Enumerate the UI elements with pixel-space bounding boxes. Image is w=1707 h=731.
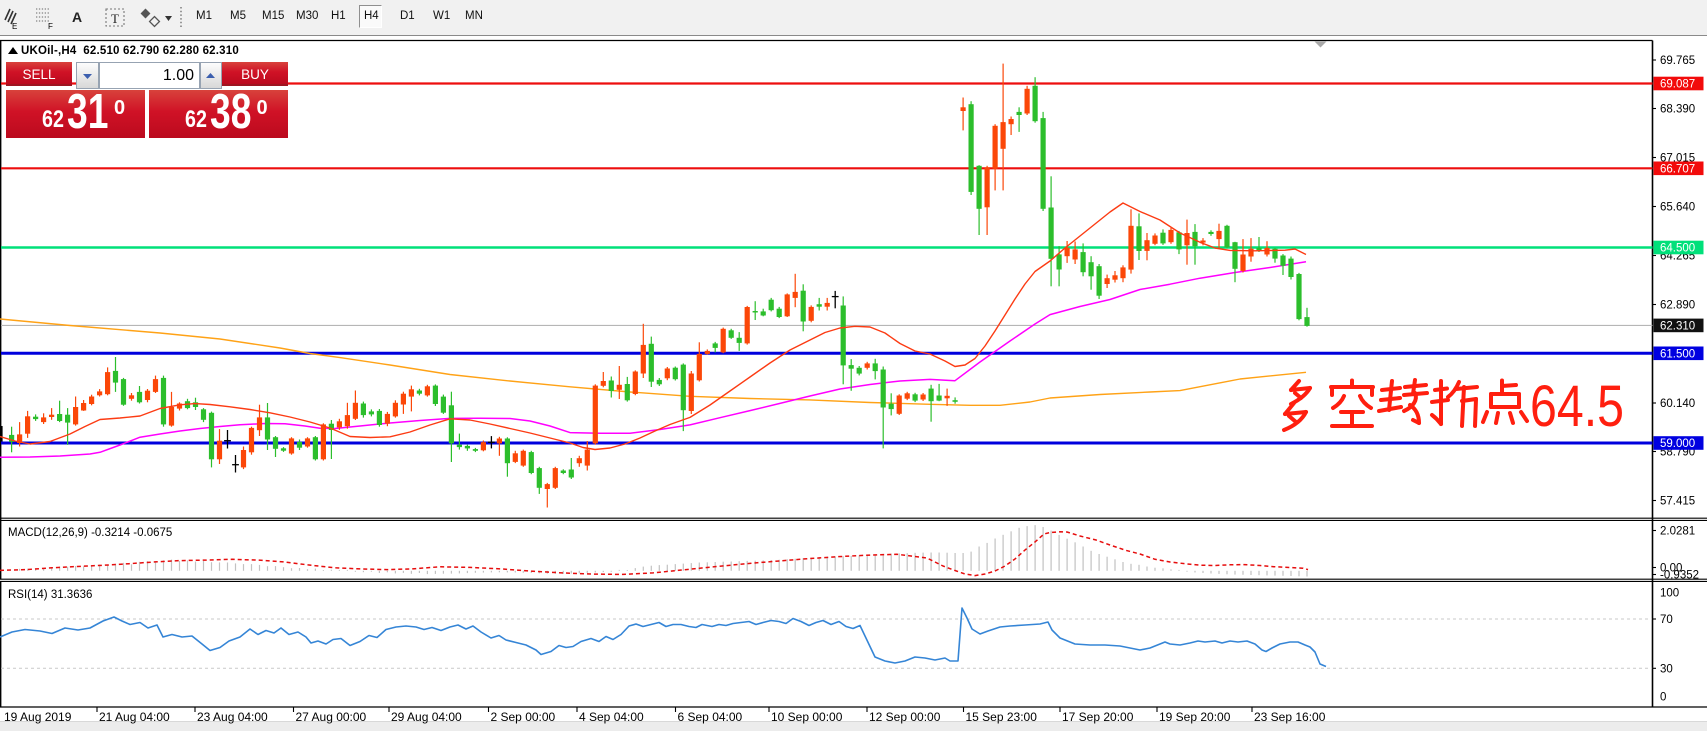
- svg-text:-0.9352: -0.9352: [1660, 570, 1699, 582]
- svg-text:59.000: 59.000: [1660, 438, 1695, 450]
- svg-text:61.500: 61.500: [1660, 348, 1695, 360]
- svg-text:12 Sep 00:00: 12 Sep 00:00: [869, 710, 941, 724]
- svg-text:70: 70: [1660, 614, 1673, 626]
- svg-text:69.765: 69.765: [1660, 55, 1695, 67]
- svg-text:19 Sep 20:00: 19 Sep 20:00: [1159, 710, 1231, 724]
- svg-text:15 Sep 23:00: 15 Sep 23:00: [966, 710, 1038, 724]
- svg-text:30: 30: [1660, 663, 1673, 675]
- svg-text:29 Aug 04:00: 29 Aug 04:00: [391, 710, 462, 724]
- svg-text:62.890: 62.890: [1660, 300, 1695, 312]
- svg-text:65.640: 65.640: [1660, 202, 1695, 214]
- svg-text:62.310: 62.310: [1660, 320, 1695, 332]
- svg-text:6 Sep 04:00: 6 Sep 04:00: [678, 710, 743, 724]
- svg-text:0: 0: [1660, 692, 1666, 704]
- svg-text:68.390: 68.390: [1660, 104, 1695, 116]
- svg-text:19 Aug 2019: 19 Aug 2019: [4, 710, 72, 724]
- svg-text:2 Sep 00:00: 2 Sep 00:00: [491, 710, 556, 724]
- svg-text:64.500: 64.500: [1660, 243, 1695, 255]
- svg-text:E: E: [12, 22, 17, 30]
- svg-text:21 Aug 04:00: 21 Aug 04:00: [99, 710, 170, 724]
- svg-text:66.707: 66.707: [1660, 163, 1695, 175]
- svg-text:RSI(14) 31.3636: RSI(14) 31.3636: [8, 589, 92, 601]
- svg-text:69.087: 69.087: [1660, 79, 1695, 91]
- svg-text:23 Aug 04:00: 23 Aug 04:00: [197, 710, 268, 724]
- svg-text:2.0281: 2.0281: [1660, 526, 1695, 538]
- svg-text:27 Aug 00:00: 27 Aug 00:00: [296, 710, 367, 724]
- svg-text:64.5: 64.5: [1530, 374, 1624, 439]
- svg-text:MACD(12,26,9) -0.3214 -0.0675: MACD(12,26,9) -0.3214 -0.0675: [8, 527, 172, 539]
- svg-text:4 Sep 04:00: 4 Sep 04:00: [579, 710, 644, 724]
- svg-text:17 Sep 20:00: 17 Sep 20:00: [1062, 710, 1134, 724]
- svg-text:0.00: 0.00: [1660, 563, 1682, 575]
- svg-text:57.415: 57.415: [1660, 496, 1695, 508]
- svg-text:60.140: 60.140: [1660, 398, 1695, 410]
- svg-text:F: F: [48, 22, 53, 30]
- svg-text:10 Sep 00:00: 10 Sep 00:00: [771, 710, 843, 724]
- svg-text:23 Sep 16:00: 23 Sep 16:00: [1254, 710, 1326, 724]
- svg-text:T: T: [111, 11, 119, 26]
- svg-text:100: 100: [1660, 588, 1679, 600]
